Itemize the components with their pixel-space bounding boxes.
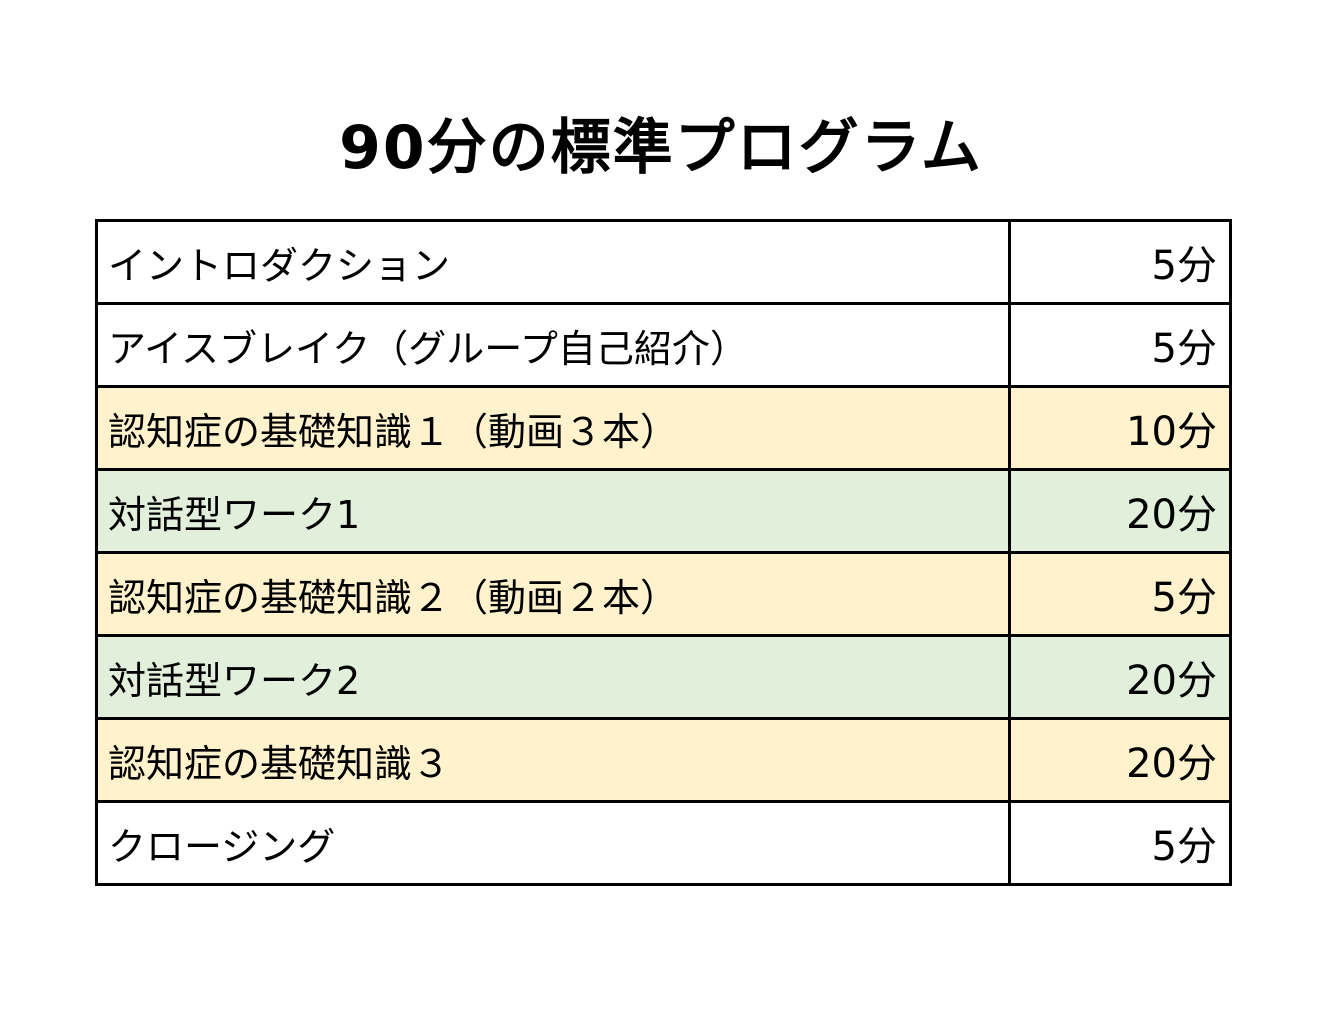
- program-duration: 20分: [1008, 468, 1232, 554]
- program-duration: 5分: [1008, 302, 1232, 388]
- program-item: 認知症の基礎知識１（動画３本）: [95, 385, 1011, 471]
- program-duration: 10分: [1008, 385, 1232, 471]
- table-row: クロージング 5分: [95, 800, 1232, 886]
- table-row: 認知症の基礎知識３ 20分: [95, 717, 1232, 803]
- table-row: 認知症の基礎知識１（動画３本） 10分: [95, 385, 1232, 471]
- table-row: 認知症の基礎知識２（動画２本） 5分: [95, 551, 1232, 637]
- program-item: クロージング: [95, 800, 1011, 886]
- program-duration: 20分: [1008, 717, 1232, 803]
- program-item: 認知症の基礎知識２（動画２本）: [95, 551, 1011, 637]
- program-table: イントロダクション 5分 アイスブレイク（グループ自己紹介） 5分 認知症の基礎…: [95, 219, 1232, 886]
- table-row: イントロダクション 5分: [95, 219, 1232, 305]
- program-duration: 5分: [1008, 219, 1232, 305]
- table-row: 対話型ワーク2 20分: [95, 634, 1232, 720]
- program-item: アイスブレイク（グループ自己紹介）: [95, 302, 1011, 388]
- program-item: 対話型ワーク1: [95, 468, 1011, 554]
- program-duration: 5分: [1008, 800, 1232, 886]
- program-item: 対話型ワーク2: [95, 634, 1011, 720]
- program-duration: 5分: [1008, 551, 1232, 637]
- program-duration: 20分: [1008, 634, 1232, 720]
- table-row: 対話型ワーク1 20分: [95, 468, 1232, 554]
- program-item: 認知症の基礎知識３: [95, 717, 1011, 803]
- program-item: イントロダクション: [95, 219, 1011, 305]
- page-title: 90分の標準プログラム: [339, 113, 983, 183]
- table-row: アイスブレイク（グループ自己紹介） 5分: [95, 302, 1232, 388]
